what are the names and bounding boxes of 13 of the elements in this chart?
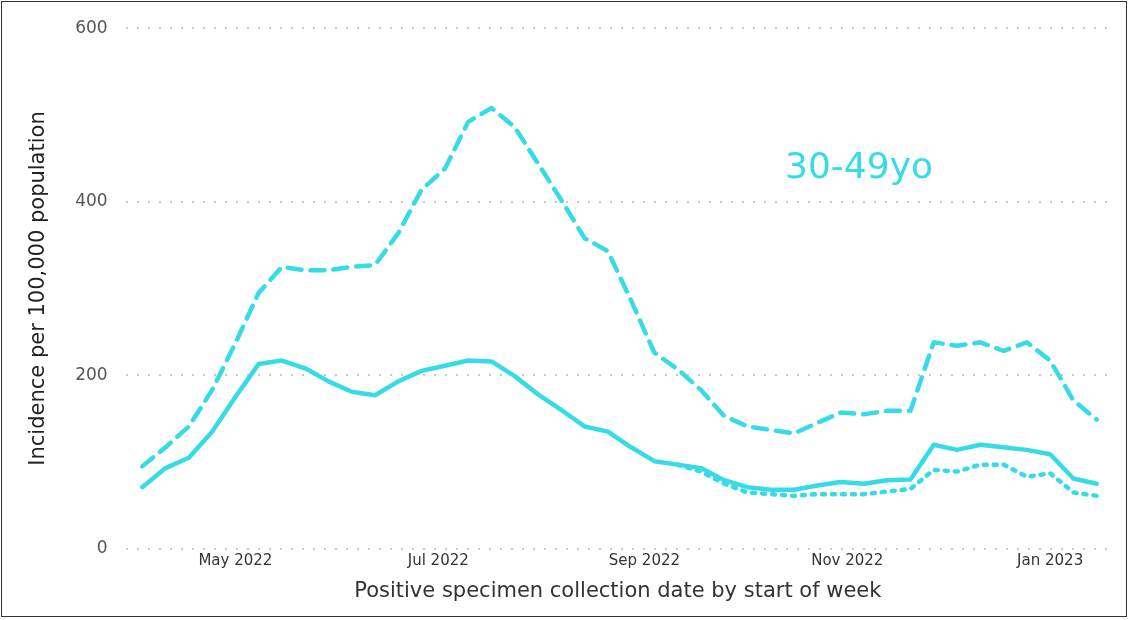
line-series (140, 105, 1099, 469)
y-tick-label: 0 (96, 537, 108, 558)
y-tick-label: 600 (75, 16, 108, 37)
y-tick-label: 200 (75, 363, 108, 384)
x-tick-label: Jul 2022 (406, 550, 469, 569)
y-tick-label: 400 (75, 190, 108, 211)
y-axis-title: Incidence per 100,000 population (25, 111, 50, 466)
x-axis-title: Positive specimen collection date by start of week (354, 577, 883, 602)
x-tick-label: Sep 2022 (608, 550, 681, 569)
x-tick-label: Nov 2022 (811, 550, 884, 569)
annotation: 30-49yo (785, 145, 933, 187)
x-tick-label: Jan 2023 (1016, 550, 1084, 569)
x-tick-label: May 2022 (198, 550, 273, 569)
